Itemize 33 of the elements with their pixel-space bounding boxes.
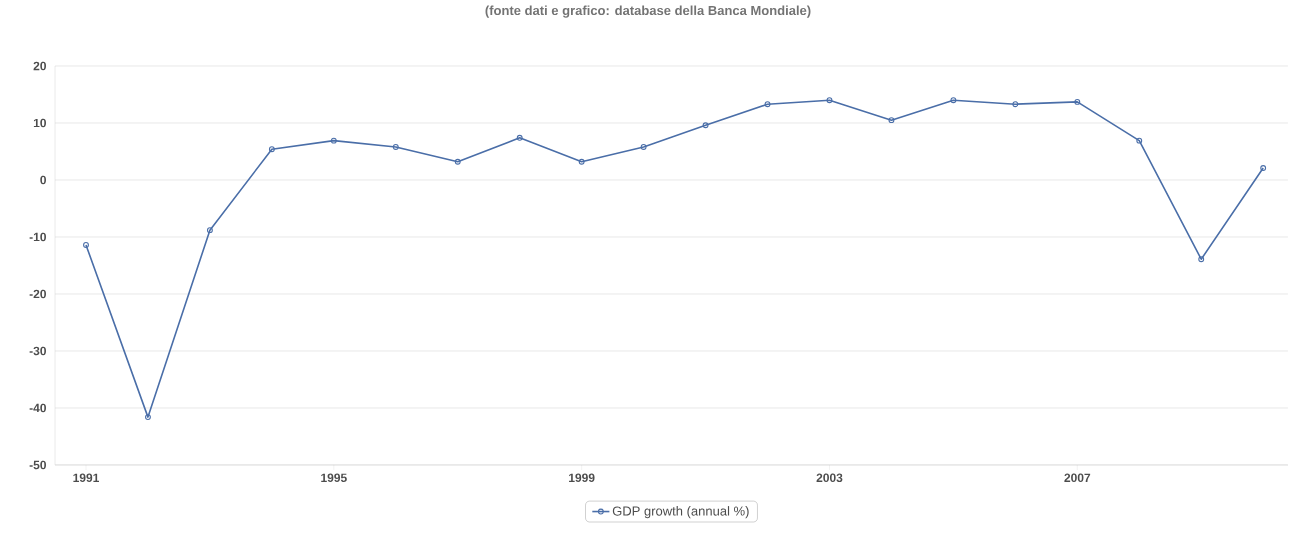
text: (fonte dati e grafico: database della Banca Mondiale) xyxy=(485,5,811,18)
y-tick-label: -30 xyxy=(29,346,46,356)
y-tick-label: -40 xyxy=(29,403,46,413)
point xyxy=(1012,101,1019,108)
point xyxy=(454,158,461,165)
x-tick-label: 1991 xyxy=(73,473,99,483)
point xyxy=(330,137,337,144)
x-tick-label: 1995 xyxy=(321,473,347,483)
y-tick-label: -10 xyxy=(29,232,46,242)
point xyxy=(702,122,709,129)
x-tick-label: 1999 xyxy=(569,473,595,483)
y-tick-label: -50 xyxy=(29,460,46,470)
x-tick-label: 2007 xyxy=(1064,473,1091,483)
point xyxy=(1136,137,1143,144)
point xyxy=(826,97,833,104)
point xyxy=(1074,98,1081,105)
point xyxy=(1198,256,1205,263)
y-tick-label: 20 xyxy=(33,61,46,71)
y-tick-label: 0 xyxy=(40,175,46,185)
point xyxy=(764,101,771,108)
point xyxy=(578,158,585,165)
point xyxy=(640,143,647,150)
point xyxy=(888,117,895,124)
y-tick-label: 10 xyxy=(33,118,46,128)
point xyxy=(950,97,957,104)
legend-label: GDP growth (annual %) xyxy=(612,506,749,519)
x-tick-label: 2003 xyxy=(816,473,843,483)
point xyxy=(145,414,151,421)
point xyxy=(516,134,523,141)
y-tick-label: -20 xyxy=(29,289,46,299)
point xyxy=(392,143,399,150)
point xyxy=(206,227,213,234)
point xyxy=(268,146,275,153)
